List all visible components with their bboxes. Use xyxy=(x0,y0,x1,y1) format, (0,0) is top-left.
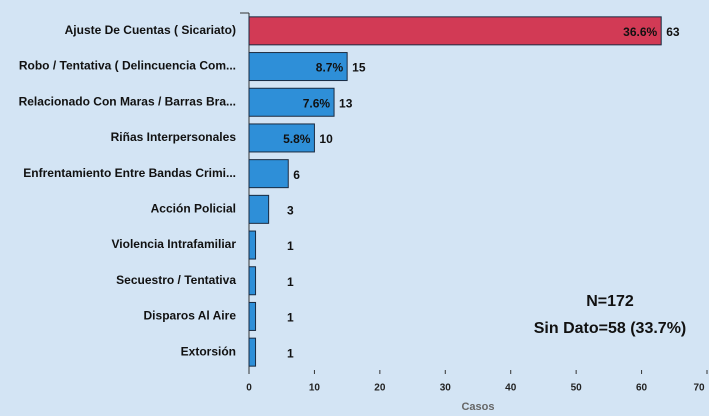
value-label: 1 xyxy=(287,275,294,289)
x-tick-label: 20 xyxy=(374,383,386,394)
x-tick-label: 60 xyxy=(636,383,648,394)
x-tick-label: 50 xyxy=(571,383,583,394)
x-tick-label: 70 xyxy=(693,383,705,394)
bar xyxy=(248,87,335,117)
value-label: 6 xyxy=(293,168,300,182)
value-label: 3 xyxy=(287,204,294,218)
value-label: 1 xyxy=(287,311,294,325)
category-label: Robo / Tentativa ( Delincuencia Com... xyxy=(19,59,236,73)
bar xyxy=(248,230,257,260)
bar xyxy=(248,16,662,46)
bar xyxy=(248,194,270,224)
value-label: 1 xyxy=(287,346,294,360)
bar xyxy=(248,159,289,189)
value-label: 63 xyxy=(666,25,680,39)
percent-label: 7.6% xyxy=(303,96,331,110)
x-tick-label: 30 xyxy=(440,383,452,394)
value-label: 10 xyxy=(319,132,333,146)
percent-label: 5.8% xyxy=(283,132,311,146)
annotation: Sin Dato=58 (33.7%) xyxy=(534,320,687,337)
value-label: 1 xyxy=(287,239,294,253)
category-label: Riñas Interpersonales xyxy=(111,130,237,144)
category-label: Acción Policial xyxy=(151,202,236,216)
category-label: Violencia Intrafamiliar xyxy=(112,237,237,251)
category-label: Extorsión xyxy=(181,344,236,358)
bar xyxy=(248,123,315,153)
x-axis-title: Casos xyxy=(461,401,494,413)
x-tick-label: 40 xyxy=(505,383,517,394)
annotation: N=172 xyxy=(586,293,634,310)
category-label: Disparos Al Aire xyxy=(144,309,237,323)
bar xyxy=(248,337,257,367)
bar xyxy=(248,52,348,82)
category-label: Enfrentamiento Entre Bandas Crimi... xyxy=(23,166,236,180)
value-label: 13 xyxy=(339,96,353,110)
x-tick-label: 0 xyxy=(246,383,252,394)
bar xyxy=(248,266,257,296)
percent-label: 8.7% xyxy=(316,61,344,75)
percent-label: 36.6% xyxy=(623,25,657,39)
value-label: 15 xyxy=(352,61,366,75)
category-label: Relacionado Con Maras / Barras Bra... xyxy=(19,94,236,108)
x-tick-label: 10 xyxy=(309,383,321,394)
category-label: Ajuste De Cuentas ( Sicariato) xyxy=(65,23,236,37)
bar xyxy=(248,301,257,331)
category-label: Secuestro / Tentativa xyxy=(116,273,236,287)
